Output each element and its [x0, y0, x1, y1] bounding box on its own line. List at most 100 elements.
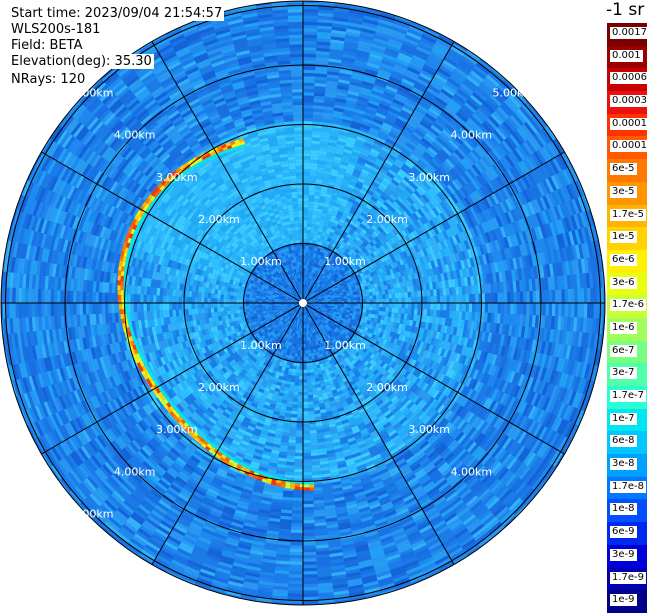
range-gate-cell — [311, 223, 316, 228]
range-gate-cell — [307, 285, 310, 289]
range-gate-cell — [162, 288, 167, 296]
range-gate-cell — [316, 309, 321, 312]
range-gate-cell — [295, 320, 298, 324]
range-gate-cell — [304, 321, 306, 325]
range-gate-cell — [314, 328, 318, 332]
range-gate-cell — [315, 341, 319, 346]
range-gate-cell — [289, 317, 292, 321]
range-gate-cell — [272, 273, 277, 278]
range-gate-cell — [301, 312, 303, 316]
range-gate-cell — [324, 328, 329, 333]
range-gate-cell — [334, 297, 338, 300]
range-gate-cell — [287, 341, 291, 346]
range-gate-cell — [312, 256, 316, 261]
range-gate-cell — [294, 323, 297, 327]
range-gate-cell — [214, 312, 219, 317]
range-gate-cell — [300, 321, 302, 325]
range-gate-cell — [279, 292, 283, 296]
range-gate-cell — [372, 295, 377, 300]
range-gate-cell — [281, 259, 285, 264]
range-gate-cell — [181, 303, 186, 310]
range-gate-cell — [292, 269, 295, 273]
range-gate-cell — [287, 282, 291, 286]
range-gate-cell — [321, 297, 325, 300]
range-gate-cell — [286, 337, 290, 342]
range-gate-cell — [309, 323, 312, 327]
range-gate-cell — [398, 292, 402, 298]
range-gate-cell — [293, 289, 297, 293]
range-gate-cell — [201, 308, 205, 314]
range-gate-cell — [305, 347, 308, 351]
range-gate-cell — [252, 305, 256, 309]
range-gate-cell — [299, 236, 303, 240]
range-gate-cell — [321, 342, 325, 347]
range-gate-cell — [287, 299, 291, 301]
range-gate-cell — [310, 436, 318, 440]
range-gate-cell — [303, 233, 307, 237]
range-gate-cell — [324, 299, 329, 301]
range-gate-cell — [309, 320, 312, 324]
range-gate-cell — [273, 277, 278, 282]
range-gate-cell — [311, 298, 315, 300]
range-gate-cell — [306, 288, 309, 292]
range-gate-cell — [323, 264, 328, 269]
range-gate-cell — [305, 294, 308, 298]
range-gate-cell — [290, 339, 294, 343]
range-gate-cell — [330, 308, 334, 312]
range-gate-cell — [293, 336, 296, 341]
range-gate-cell — [296, 314, 299, 318]
range-gate-cell — [308, 350, 311, 354]
range-gate-cell — [315, 271, 319, 275]
range-gate-cell — [278, 296, 282, 299]
range-gate-cell — [310, 265, 313, 270]
range-gate-cell — [299, 226, 303, 230]
range-gate-cell — [220, 294, 224, 299]
range-gate-cell — [293, 309, 297, 312]
range-gate-cell — [327, 305, 332, 308]
range-gate-cell — [296, 296, 299, 299]
range-gate-cell — [275, 263, 279, 268]
range-gate-cell — [308, 310, 311, 314]
range-gate-cell — [304, 281, 306, 285]
range-gate-cell — [330, 336, 335, 340]
range-gate-cell — [305, 255, 308, 259]
range-gate-cell — [294, 272, 298, 276]
range-gate-cell — [309, 346, 313, 350]
range-gate-cell — [299, 366, 303, 370]
range-gate-cell — [279, 309, 283, 312]
range-gate-cell — [280, 323, 284, 327]
range-gate-cell — [295, 265, 298, 269]
range-gate-cell — [220, 303, 224, 308]
range-gate-cell — [265, 293, 270, 296]
range-gate-cell — [333, 284, 337, 288]
range-gate-cell — [303, 312, 305, 316]
range-gate-cell — [287, 306, 292, 308]
range-gate-cell — [305, 311, 308, 315]
range-gate-cell — [310, 282, 313, 287]
range-gate-cell — [330, 317, 334, 321]
range-gate-cell — [304, 290, 307, 295]
range-gate-cell — [309, 289, 313, 293]
range-gate-cell — [311, 342, 315, 347]
range-gate-cell — [178, 303, 182, 310]
range-gate-cell — [356, 308, 360, 312]
range-gate-cell — [272, 293, 276, 296]
range-gate-cell — [411, 297, 415, 303]
range-gate-cell — [328, 288, 332, 292]
range-gate-cell — [326, 279, 330, 284]
range-gate-cell — [223, 294, 227, 299]
range-gate-cell — [318, 299, 322, 301]
range-gate-cell — [285, 296, 289, 299]
range-gate-cell — [280, 263, 285, 268]
range-gate-cell — [334, 315, 339, 319]
range-gate-cell — [298, 318, 300, 322]
range-gate-cell — [303, 308, 305, 313]
range-gate-cell — [378, 290, 383, 295]
range-gate-cell — [271, 306, 275, 308]
range-gate-cell — [294, 246, 298, 250]
range-gate-cell — [429, 289, 434, 297]
range-gate-cell — [338, 327, 343, 331]
range-gate-cell — [298, 220, 303, 224]
range-gate-cell — [329, 291, 334, 295]
range-gate-cell — [308, 337, 311, 341]
